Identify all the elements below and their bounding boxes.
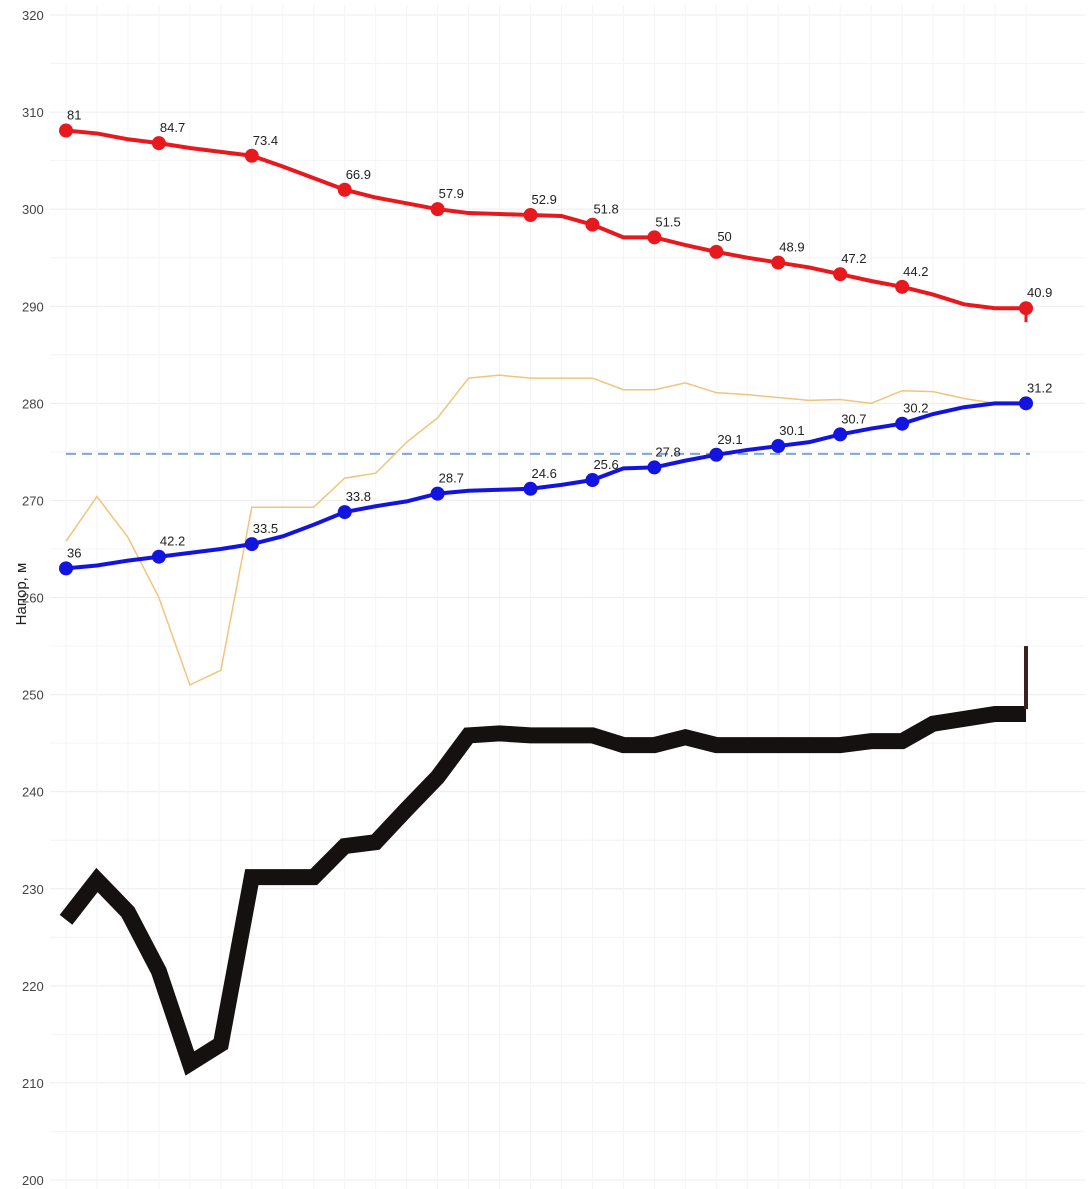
blue-marker xyxy=(337,505,352,520)
data-label: 40.9 xyxy=(1027,285,1052,300)
data-label: 47.2 xyxy=(841,251,866,266)
data-label: 50 xyxy=(717,229,731,244)
blue-marker xyxy=(430,486,445,501)
y-tick-label: 310 xyxy=(22,105,44,120)
y-tick-label: 270 xyxy=(22,493,44,508)
data-label: 52.9 xyxy=(532,192,557,207)
red-marker xyxy=(430,202,445,217)
blue-marker xyxy=(771,439,786,454)
y-tick-label: 320 xyxy=(22,8,44,23)
y-tick-label: 240 xyxy=(22,785,44,800)
data-label: 31.2 xyxy=(1027,380,1052,395)
data-label: 29.1 xyxy=(717,432,742,447)
series-lines xyxy=(59,128,1028,1076)
red-series-line xyxy=(65,128,1026,311)
y-tick-label: 210 xyxy=(22,1076,44,1091)
red-marker xyxy=(337,182,352,197)
blue-marker xyxy=(1019,396,1033,411)
red-marker xyxy=(1019,301,1033,316)
data-label: 30.7 xyxy=(841,411,866,426)
blue-marker xyxy=(585,473,600,488)
red-marker xyxy=(244,148,259,163)
y-tick-label: 290 xyxy=(22,299,44,314)
data-label: 33.8 xyxy=(346,489,371,504)
blue-series-line xyxy=(65,401,1026,571)
red-marker xyxy=(59,123,73,138)
y-tick-label: 250 xyxy=(22,688,44,703)
blue-marker xyxy=(647,460,662,475)
data-label: 30.1 xyxy=(779,423,804,438)
y-axis-ticks: 200 210 220 230 240 250 260 270 280 290 300 310 320 xyxy=(22,8,44,1188)
data-label: 33.5 xyxy=(253,521,278,536)
y-tick-label: 200 xyxy=(22,1173,44,1188)
blue-marker xyxy=(59,561,73,576)
blue-marker xyxy=(833,427,848,442)
series-markers xyxy=(59,123,1033,576)
data-label: 51.8 xyxy=(593,202,618,217)
data-label: 73.4 xyxy=(253,133,278,148)
red-marker xyxy=(771,255,786,270)
blue-marker xyxy=(523,481,538,496)
y-tick-label: 230 xyxy=(22,882,44,897)
red-marker xyxy=(833,267,848,282)
data-label: 44.2 xyxy=(903,264,928,279)
data-label: 66.9 xyxy=(346,167,371,182)
red-marker xyxy=(151,136,166,151)
blue-marker xyxy=(895,416,910,431)
grid-lines xyxy=(50,5,1085,1189)
data-label: 51.5 xyxy=(655,214,680,229)
y-tick-label: 260 xyxy=(22,591,44,606)
data-label: 57.9 xyxy=(439,186,464,201)
blue-marker xyxy=(151,549,166,564)
red-marker xyxy=(523,207,538,222)
black-series-line xyxy=(59,706,1026,1076)
y-tick-label: 280 xyxy=(22,396,44,411)
data-label: 84.7 xyxy=(160,120,185,135)
y-axis-label: Напор, м xyxy=(13,563,30,626)
data-label: 24.6 xyxy=(532,466,557,481)
data-label: 36 xyxy=(67,545,81,560)
red-marker xyxy=(585,217,600,232)
blue-marker xyxy=(244,537,259,552)
blue-marker xyxy=(709,447,724,462)
red-marker xyxy=(647,230,662,245)
data-label: 30.2 xyxy=(903,401,928,416)
data-label: 28.7 xyxy=(439,471,464,486)
y-tick-label: 220 xyxy=(22,979,44,994)
data-label: 27.8 xyxy=(655,444,680,459)
data-label: 81 xyxy=(67,108,81,123)
data-labels: 81 84.7 73.4 66.9 57.9 52.9 51.8 51.5 50 48.9 47.2… xyxy=(67,108,1052,561)
red-marker xyxy=(895,279,910,294)
data-label: 42.2 xyxy=(160,534,185,549)
y-tick-label: 300 xyxy=(22,202,44,217)
data-label: 25.6 xyxy=(593,457,618,472)
orange-series-line xyxy=(65,374,1026,686)
data-label: 48.9 xyxy=(779,240,804,255)
red-marker xyxy=(709,244,724,259)
